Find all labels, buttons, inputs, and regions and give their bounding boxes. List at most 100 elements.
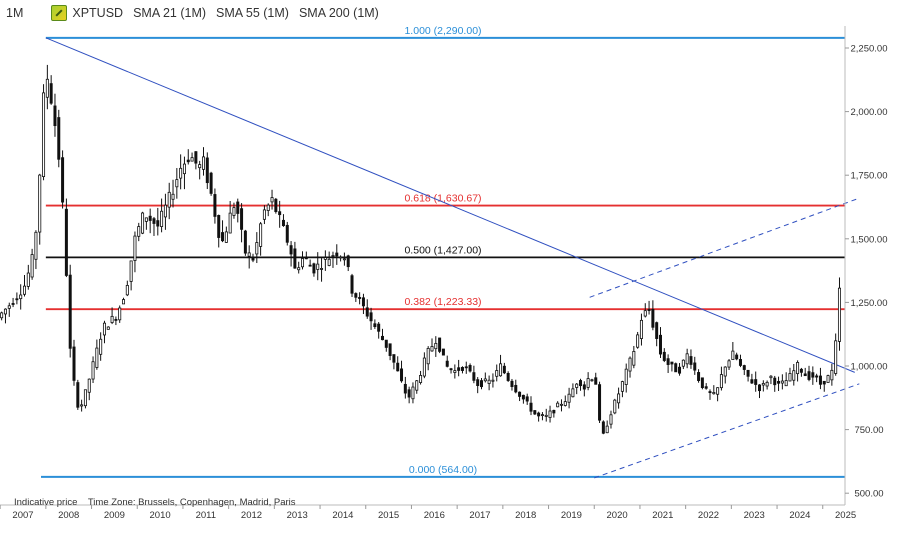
candle-body <box>727 360 731 368</box>
candle-body <box>323 257 327 260</box>
y-tick-label: 2,250.00 <box>851 44 888 55</box>
candle-body <box>34 231 38 260</box>
candle-body <box>3 308 7 315</box>
candle-body <box>514 384 518 393</box>
candle-body <box>598 384 602 421</box>
candle-body <box>346 255 350 268</box>
candle-body <box>369 312 373 322</box>
candle-body <box>354 293 358 298</box>
candle-body <box>575 383 579 388</box>
candle-body <box>761 383 765 386</box>
candle-body <box>567 393 571 403</box>
candle-body <box>540 414 544 417</box>
candle-body <box>529 402 533 412</box>
candle-body <box>449 368 453 371</box>
candle-body <box>411 386 415 400</box>
candle-body <box>579 380 583 387</box>
candle-body <box>22 285 26 295</box>
x-tick-label: 2020 <box>607 510 628 521</box>
candle-body <box>377 323 381 332</box>
candle-body <box>678 366 682 374</box>
candle-body <box>274 198 278 213</box>
candle-body <box>141 212 145 234</box>
candle-body <box>175 179 179 188</box>
x-tick-label: 2011 <box>196 510 216 521</box>
candle-body <box>708 391 712 394</box>
fib-label-0.382: 0.382 (1,223.33) <box>404 296 481 308</box>
candle-body <box>601 421 605 434</box>
candle-body <box>834 340 838 374</box>
timeframe-label[interactable]: 1M <box>6 6 24 20</box>
candle-body <box>106 326 110 330</box>
candle-body <box>144 217 148 222</box>
candle-body <box>765 381 769 387</box>
candle-body <box>651 309 655 328</box>
candle-body <box>95 347 99 368</box>
candle-body <box>826 375 830 383</box>
candle-body <box>384 339 388 348</box>
candle-body <box>297 267 301 271</box>
candle-body <box>163 204 167 218</box>
candle-body <box>49 83 53 104</box>
candle-body <box>632 351 636 366</box>
indicator-sma200[interactable]: SMA 200 (1M) <box>298 6 379 20</box>
candle-body <box>53 105 57 127</box>
x-tick-label: 2019 <box>561 510 582 521</box>
candle-body <box>99 338 103 355</box>
candle-body <box>438 337 442 352</box>
candle-body <box>487 379 491 384</box>
candle-body <box>373 323 377 327</box>
x-tick-label: 2010 <box>150 510 171 521</box>
candle-body <box>613 399 617 414</box>
fib-label-0.618: 0.618 (1,630.67) <box>404 193 481 205</box>
candle-body <box>799 368 803 373</box>
candle-body <box>194 151 198 164</box>
candle-body <box>304 257 308 260</box>
candle-body <box>243 230 247 254</box>
candle-body <box>796 362 800 375</box>
x-tick-label: 2015 <box>378 510 399 521</box>
candle-body <box>380 335 384 341</box>
candle-body <box>91 361 95 380</box>
indicator-sma55[interactable]: SMA 55 (1M) <box>216 6 289 20</box>
y-tick-label: 2,000.00 <box>851 107 888 118</box>
candle-body <box>822 380 826 385</box>
candle-body <box>68 274 72 349</box>
candle-body <box>224 231 228 243</box>
candle-body <box>400 368 404 382</box>
indicator-sma21[interactable]: SMA 21 (1M) <box>133 6 207 20</box>
candle-body <box>582 384 586 390</box>
candle-body <box>590 379 594 382</box>
candle-body <box>811 372 815 378</box>
candle-body <box>281 219 285 227</box>
x-tick-label: 2007 <box>12 510 33 521</box>
candle-body <box>506 372 510 381</box>
candle-body <box>361 297 365 307</box>
candle-body <box>837 287 841 342</box>
candle-body <box>201 156 205 170</box>
candle-body <box>636 334 640 348</box>
candle-body <box>350 275 354 294</box>
candle-body <box>278 211 282 216</box>
candle-body <box>472 372 476 381</box>
candle-body <box>331 255 335 257</box>
x-tick-label: 2018 <box>515 510 536 521</box>
candle-body <box>468 365 472 372</box>
candle-body <box>750 379 754 384</box>
candle-body <box>693 362 697 371</box>
symbol-label[interactable]: XPTUSD <box>72 6 124 20</box>
candle-body <box>335 252 339 257</box>
candle-body <box>320 268 324 270</box>
x-tick-label: 2013 <box>287 510 308 521</box>
candle-body <box>537 412 541 417</box>
candle-body <box>571 388 575 398</box>
candle-body <box>365 307 369 317</box>
candle-body <box>232 207 236 216</box>
candle-body <box>742 365 746 370</box>
candle-body <box>419 375 423 383</box>
candle-body <box>42 92 46 177</box>
candle-body <box>156 220 160 227</box>
candle-body <box>148 215 152 221</box>
candle-body <box>251 257 255 261</box>
candle-body <box>407 389 411 398</box>
